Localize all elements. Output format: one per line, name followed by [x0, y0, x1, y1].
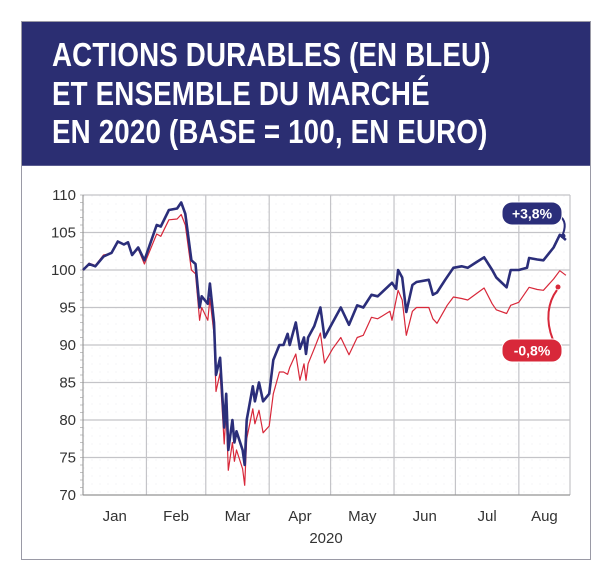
title-line-1: ACTIONS DURABLES (EN BLEU)	[52, 36, 491, 73]
chart-title: ACTIONS DURABLES (EN BLEU) ET ENSEMBLE D…	[52, 36, 491, 152]
x-tick-label: Jul	[478, 508, 497, 525]
y-tick-label: 110	[52, 187, 76, 204]
y-tick-label: 95	[59, 300, 76, 317]
title-line-3: EN 2020 (BASE = 100, EN EURO)	[52, 113, 488, 150]
series-lines	[82, 201, 567, 486]
x-tick-label: Apr	[288, 508, 311, 525]
callout-arrow-head	[560, 233, 566, 239]
callout-arrow	[547, 289, 558, 341]
axes: 70 75 80 85 90 95 100 105 110 Jan Feb Mar Apr May Jun J…	[51, 187, 570, 525]
title-line-2: ET ENSEMBLE DU MARCHÉ	[52, 74, 430, 112]
y-tick-label: 100	[51, 262, 76, 279]
x-axis-label: 2020	[309, 530, 342, 547]
y-tick-label: 80	[59, 412, 76, 429]
x-tick-label: May	[348, 508, 377, 525]
y-tick-label: 75	[59, 450, 76, 467]
callout-label: -0,8%	[514, 343, 551, 359]
callout-box	[501, 201, 563, 226]
y-tick-label: 90	[59, 337, 76, 354]
y-tick-label: 70	[59, 487, 76, 504]
blue-series-line	[82, 201, 567, 467]
red-series-line	[82, 213, 567, 486]
x-tick-label: Jan	[103, 508, 127, 525]
callout-box	[501, 338, 563, 363]
x-tick-label: Aug	[531, 508, 558, 525]
x-tick-label: Feb	[163, 508, 189, 525]
callout-label: +3,8%	[512, 206, 553, 222]
callouts: +3,8% -0,8%	[501, 201, 566, 363]
y-tick-label: 105	[51, 225, 76, 242]
x-tick-label: Jun	[413, 508, 437, 525]
x-tick-label: Mar	[225, 508, 251, 525]
chart-header: ACTIONS DURABLES (EN BLEU) ET ENSEMBLE D…	[22, 22, 590, 166]
y-tick-label: 85	[59, 375, 76, 392]
callout-arrow-head	[555, 284, 561, 290]
